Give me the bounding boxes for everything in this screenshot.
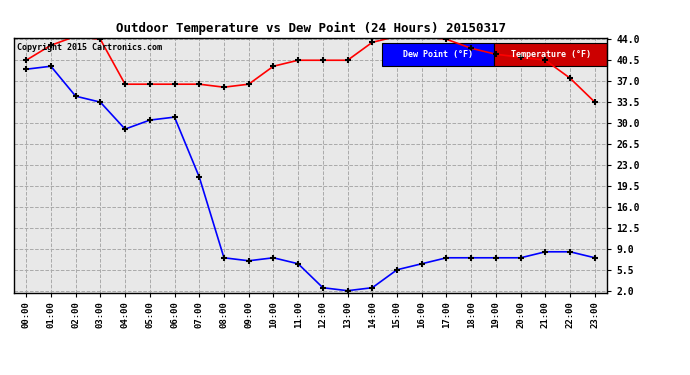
Title: Outdoor Temperature vs Dew Point (24 Hours) 20150317: Outdoor Temperature vs Dew Point (24 Hou…: [115, 22, 506, 35]
FancyBboxPatch shape: [495, 43, 607, 66]
Text: Temperature (°F): Temperature (°F): [511, 50, 591, 58]
Text: Dew Point (°F): Dew Point (°F): [403, 50, 473, 58]
Text: Copyright 2015 Cartronics.com: Copyright 2015 Cartronics.com: [17, 43, 161, 52]
FancyBboxPatch shape: [382, 43, 495, 66]
